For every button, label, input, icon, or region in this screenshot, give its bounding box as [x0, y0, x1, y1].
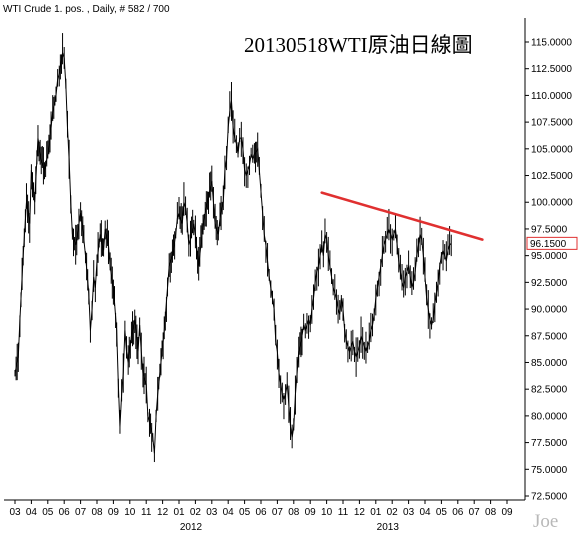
- chart-title: 20130518WTI原油日線圖: [244, 33, 473, 57]
- x-tick-label: 07: [75, 507, 87, 518]
- x-tick-label: 06: [59, 507, 71, 518]
- y-tick-label: 72.5000: [531, 492, 568, 503]
- x-axis: 03 04 05 06 07 08 09 10 11 12 01 02 03 04 05 06 07 08 09 10…: [9, 500, 513, 533]
- x-tick-label: 03: [206, 507, 218, 518]
- x-tick-label: 01: [173, 507, 185, 518]
- x-tick-label: 09: [108, 507, 120, 518]
- x-tick-label: 11: [141, 507, 152, 518]
- last-price-box: [526, 236, 578, 250]
- x-tick-label: 08: [485, 507, 497, 518]
- y-axis: 115.0000 112.5000 110.0000 107.5000 105.0000…: [525, 38, 573, 503]
- y-tick-label: 85.0000: [531, 358, 568, 369]
- x-tick-label: 01: [370, 507, 382, 518]
- y-tick-label: 87.5000: [531, 331, 568, 342]
- x-tick-label: 05: [239, 507, 251, 518]
- x-tick-label: 03: [403, 507, 415, 518]
- x-tick-label: 05: [436, 507, 448, 518]
- y-tick-label: 95.0000: [531, 251, 568, 262]
- x-tick-label: 04: [419, 507, 431, 518]
- y-tick-label: 107.5000: [531, 118, 573, 129]
- x-tick-label: 02: [190, 507, 202, 518]
- y-tick-label: 97.5000: [531, 224, 568, 235]
- x-tick-label: 06: [452, 507, 464, 518]
- last-price-label: 96.1500: [530, 239, 567, 250]
- watermark: Joe: [533, 511, 558, 532]
- plot-area: [14, 33, 484, 463]
- x-tick-label: 10: [124, 507, 136, 518]
- y-tick-label: 115.0000: [531, 38, 572, 49]
- x-tick-label: 04: [26, 507, 38, 518]
- x-year-label: 2013: [377, 522, 400, 533]
- x-tick-label: 12: [354, 507, 366, 518]
- x-tick-label: 08: [288, 507, 300, 518]
- x-tick-label: 08: [91, 507, 103, 518]
- x-tick-label: 06: [255, 507, 267, 518]
- last-price-marker: 96.1500: [526, 236, 578, 250]
- x-tick-label: 07: [469, 507, 481, 518]
- y-tick-label: 112.5000: [531, 64, 572, 75]
- y-tick-label: 105.0000: [531, 144, 573, 155]
- x-tick-label: 11: [338, 507, 349, 518]
- x-tick-label: 05: [42, 507, 54, 518]
- y-tick-label: 92.5000: [531, 278, 568, 289]
- x-tick-label: 04: [223, 507, 235, 518]
- x-tick-label: 12: [157, 507, 169, 518]
- y-tick-label: 80.0000: [531, 411, 568, 422]
- x-tick-label: 09: [305, 507, 317, 518]
- y-tick-label: 110.0000: [531, 91, 572, 102]
- x-tick-label: 09: [501, 507, 513, 518]
- y-tick-label: 82.5000: [531, 385, 568, 396]
- study-label: WTI Crude 1. pos. , Daily, # 582 / 700: [3, 4, 170, 15]
- x-tick-label: 03: [9, 507, 21, 518]
- y-tick-label: 90.0000: [531, 305, 568, 316]
- x-year-label: 2012: [180, 522, 203, 533]
- x-tick-label: 07: [272, 507, 284, 518]
- resistance-trendline: [320, 191, 484, 241]
- y-tick-label: 75.0000: [531, 465, 568, 476]
- y-tick-label: 102.5000: [531, 171, 573, 182]
- x-tick-label: 10: [321, 507, 333, 518]
- x-tick-label: 02: [387, 507, 399, 518]
- y-tick-label: 77.5000: [531, 438, 568, 449]
- y-tick-label: 100.0000: [531, 198, 573, 209]
